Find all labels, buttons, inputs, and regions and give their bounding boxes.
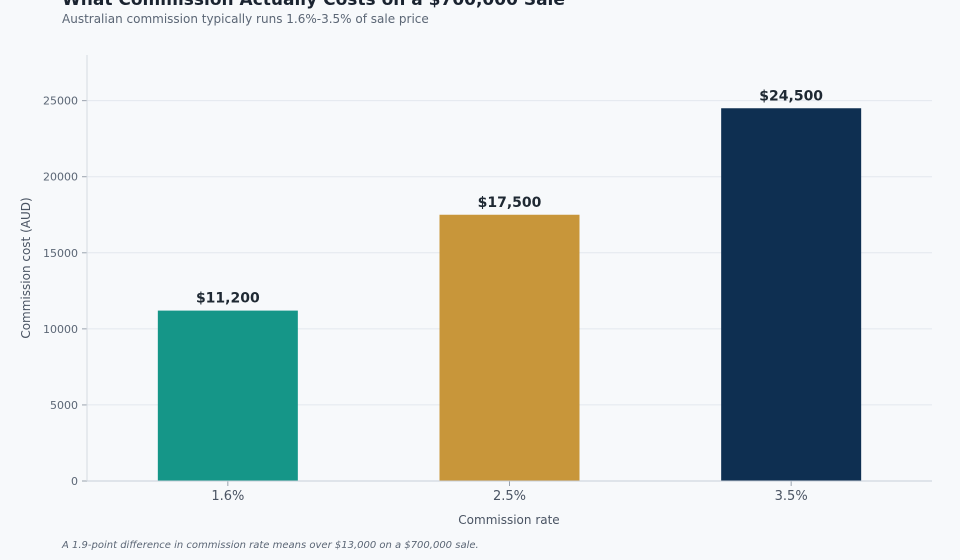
y-tick-label: 20000 <box>43 171 78 184</box>
bar <box>439 214 580 481</box>
x-tick-label: 2.5% <box>493 489 526 504</box>
axes <box>86 55 932 482</box>
bars <box>157 108 862 481</box>
chart-footnote: A 1.9-point difference in commission rat… <box>62 540 479 551</box>
x-axis-title: Commission rate <box>458 513 559 527</box>
bar <box>157 310 298 481</box>
x-tick-label: 3.5% <box>775 489 808 504</box>
y-tick-label: 0 <box>71 475 78 488</box>
y-tick-label: 10000 <box>43 323 78 336</box>
y-tick-label: 5000 <box>50 399 78 412</box>
y-axis-title: Commission cost (AUD) <box>19 197 33 338</box>
y-tick-label: 15000 <box>43 247 78 260</box>
labels: 0 5000 10000 15000 20000 25000 1.6% $11,200 2.5%… <box>43 88 823 504</box>
bar-value-label: $17,500 <box>478 195 542 211</box>
chart-title: What Commission Actually Costs on a $700… <box>62 0 565 10</box>
y-tick-label: 25000 <box>43 95 78 108</box>
x-tick-label: 1.6% <box>211 489 244 504</box>
bar-value-label: $24,500 <box>759 88 823 104</box>
bar <box>721 108 862 481</box>
chart-subtitle: Australian commission typically runs 1.6… <box>62 12 429 26</box>
bar-value-label: $11,200 <box>196 291 260 307</box>
